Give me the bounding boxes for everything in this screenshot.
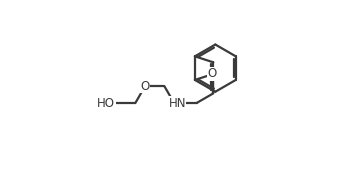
Text: HN: HN [168, 97, 186, 109]
Text: HO: HO [97, 97, 115, 109]
Text: O: O [140, 80, 150, 93]
Text: O: O [208, 67, 217, 80]
